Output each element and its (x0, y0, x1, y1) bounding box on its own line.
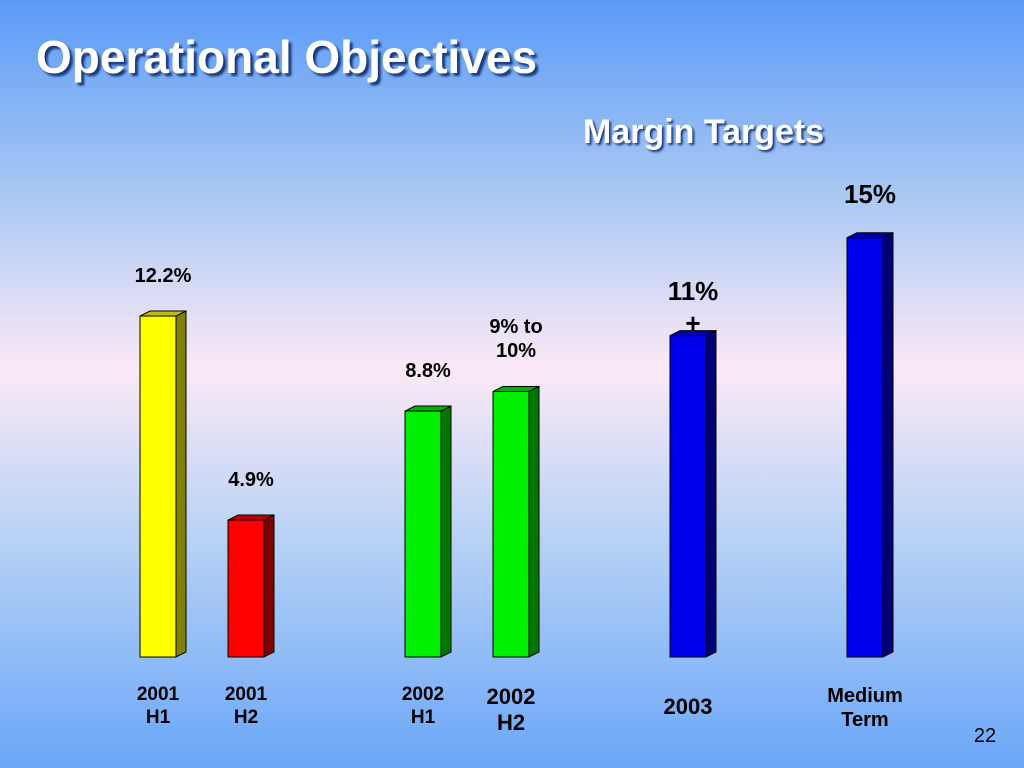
value-label: 4.9% (228, 469, 274, 492)
value-label: 11% + (667, 276, 719, 338)
x-tick-label: 2003 (663, 694, 713, 719)
value-label: 8.8% (405, 360, 451, 383)
bar (404, 410, 442, 658)
value-label: 12.2% (134, 265, 192, 287)
x-tick-label: 2002 H1 (401, 684, 445, 728)
bar-side (528, 385, 540, 658)
x-tick-label: Medium Term (827, 685, 903, 731)
x-tick-label: 2002 H2 (486, 684, 536, 736)
bar-side (440, 405, 452, 658)
chart-subtitle: Margin Targets (583, 113, 825, 151)
bar-side (175, 310, 187, 658)
bar (139, 315, 177, 658)
bar-side (263, 514, 275, 658)
page-number: 22 (973, 725, 997, 747)
value-label: 15% (843, 178, 897, 209)
value-label: 9% to 10% (489, 316, 543, 363)
x-tick-label: 2001 H1 (136, 684, 180, 728)
bar (669, 335, 707, 658)
slide-title: Operational Objectives (36, 31, 538, 83)
bar (492, 390, 530, 658)
bar (846, 237, 884, 658)
x-tick-label: 2001 H2 (224, 684, 268, 728)
bar-side (705, 329, 717, 658)
bar (227, 519, 265, 658)
bar-side (882, 231, 894, 658)
